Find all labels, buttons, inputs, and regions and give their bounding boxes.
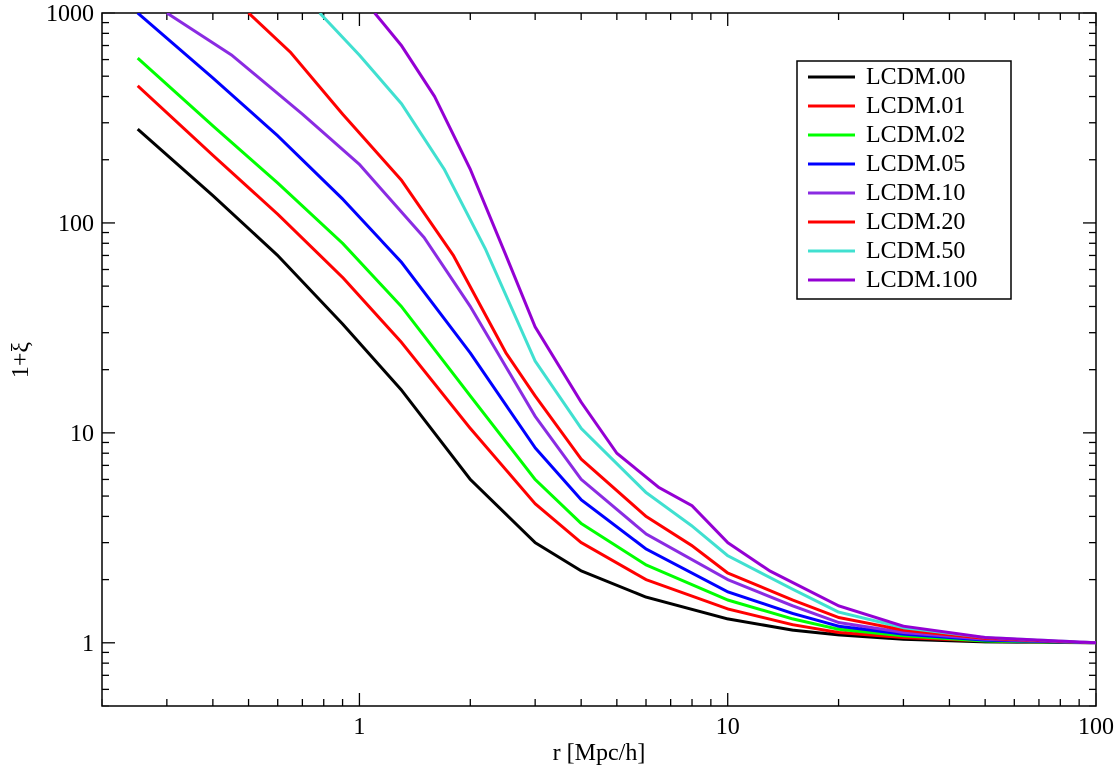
series-line-lcdm-20 bbox=[247, 13, 1096, 645]
series-line-lcdm-50 bbox=[318, 13, 1096, 645]
axis-ticks bbox=[101, 12, 1097, 707]
y-tick-label: 1000 bbox=[46, 1, 94, 27]
plot-frame bbox=[101, 12, 1097, 707]
x-tick-label: 100 bbox=[1078, 714, 1114, 740]
x-tick-label: 10 bbox=[716, 714, 740, 740]
legend-label: LCDM.50 bbox=[866, 238, 965, 264]
series-line-lcdm-10 bbox=[166, 13, 1096, 645]
legend-label: LCDM.01 bbox=[866, 93, 965, 119]
x-tick-labels: 1 10 100 bbox=[353, 714, 1114, 740]
legend: LCDM.00 LCDM.01 LCDM.02 LCDM.05 LCDM.10 LCDM.… bbox=[796, 60, 1012, 300]
series-line-lcdm-100 bbox=[373, 13, 1096, 645]
legend-label: LCDM.20 bbox=[866, 209, 965, 235]
legend-label: LCDM.100 bbox=[866, 267, 977, 293]
series-line-lcdm-01 bbox=[136, 84, 1096, 645]
legend-label: LCDM.00 bbox=[866, 64, 965, 90]
legend-label: LCDM.02 bbox=[866, 122, 965, 148]
series-line-lcdm-05 bbox=[136, 13, 1096, 645]
legend-box bbox=[796, 60, 1012, 300]
legend-label: LCDM.10 bbox=[866, 180, 965, 206]
y-tick-label: 1 bbox=[82, 631, 94, 657]
y-axis-label: 1+ξ bbox=[8, 342, 34, 379]
y-tick-labels: 1 10 100 1000 bbox=[46, 1, 94, 657]
x-tick-label: 1 bbox=[353, 714, 365, 740]
series-lines bbox=[136, 13, 1096, 645]
x-axis-label: r [Mpc/h] bbox=[553, 740, 646, 766]
legend-label: LCDM.05 bbox=[866, 151, 965, 177]
y-tick-label: 10 bbox=[70, 421, 94, 447]
series-line-lcdm-02 bbox=[136, 56, 1096, 645]
y-tick-label: 100 bbox=[58, 211, 94, 237]
series-line-lcdm-00 bbox=[136, 127, 1096, 645]
